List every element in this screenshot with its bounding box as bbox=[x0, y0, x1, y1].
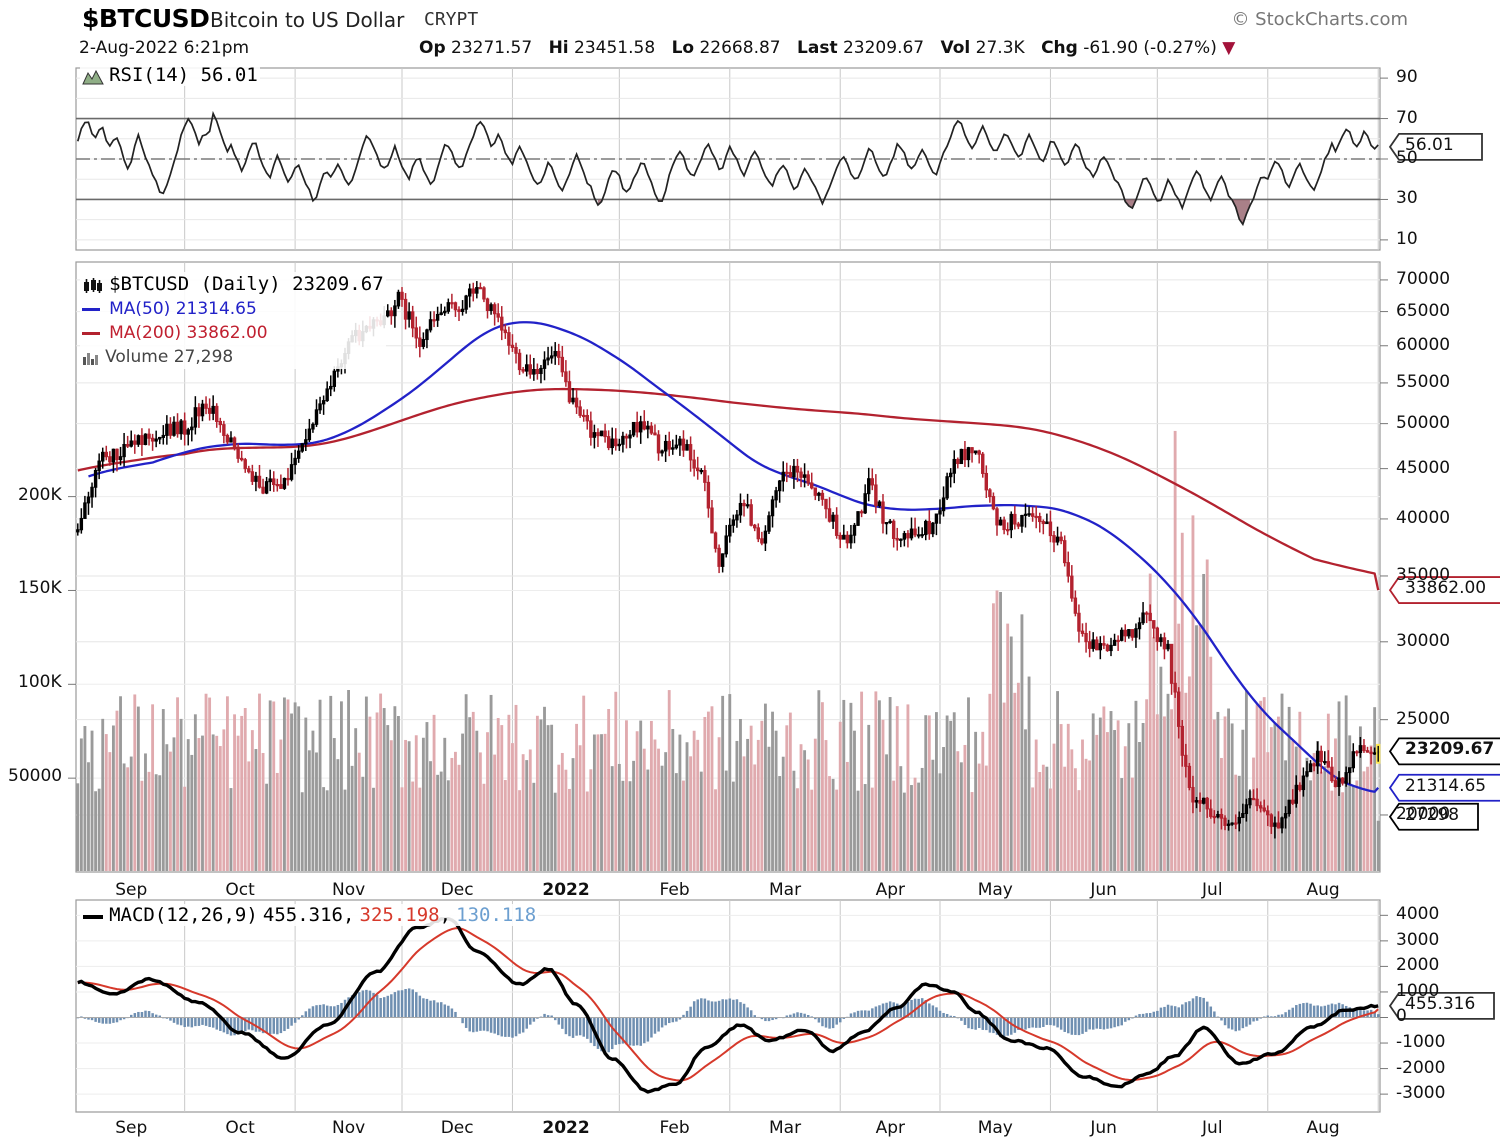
change-down-arrow-icon: ▼ bbox=[1222, 38, 1236, 58]
price-legend-row-title: $BTCUSD (Daily) 23209.67 bbox=[82, 272, 384, 297]
x-axis-label-dec: Dec bbox=[440, 880, 474, 900]
low-value: 22668.87 bbox=[699, 38, 781, 58]
x-axis-label-nov: Nov bbox=[332, 880, 366, 900]
high-value: 23451.58 bbox=[574, 38, 656, 58]
ma50-label: MA(50) 21314.65 bbox=[109, 299, 257, 319]
volume-bars-icon bbox=[82, 351, 100, 365]
x-axis-label-oct: Oct bbox=[225, 1118, 255, 1138]
symbol-ticker: $BTCUSD bbox=[82, 4, 210, 33]
x-axis-label-jul: Jul bbox=[1202, 1118, 1223, 1138]
last-price-tag: 23209.67 bbox=[1405, 739, 1495, 760]
price-legend-title: $BTCUSD (Daily) 23209.67 bbox=[109, 273, 384, 295]
last-value: 23209.67 bbox=[842, 38, 925, 58]
macd-value-tag: 455.316 bbox=[1405, 993, 1476, 1014]
ma50-value-tag: 21314.65 bbox=[1405, 775, 1487, 796]
last-label: Last bbox=[797, 38, 838, 58]
stockcharts-brand: © StockCharts.com bbox=[1231, 9, 1408, 30]
exchange-label: CRYPT bbox=[424, 9, 479, 30]
x-axis-label-sep: Sep bbox=[115, 1118, 148, 1138]
quote-datetime: 2-Aug-2022 6:21pm bbox=[79, 38, 250, 58]
x-axis-label-aug: Aug bbox=[1306, 880, 1340, 900]
price-legend-row-volume: Volume 27,298 bbox=[82, 345, 384, 369]
high-label: Hi bbox=[548, 38, 569, 58]
x-axis-label-jun: Jun bbox=[1090, 880, 1117, 900]
x-axis-label-apr: Apr bbox=[875, 1118, 906, 1138]
candlestick-icon bbox=[82, 277, 104, 294]
chart-header: $BTCUSD Bitcoin to US Dollar CRYPT © Sto… bbox=[0, 0, 1500, 66]
x-axis-label-jun: Jun bbox=[1090, 1118, 1117, 1138]
symbol-name: Bitcoin to US Dollar bbox=[210, 8, 405, 32]
x-axis-label-sep: Sep bbox=[115, 880, 148, 900]
macd-line-icon bbox=[82, 912, 104, 922]
macd-value: 455.316 bbox=[262, 904, 343, 926]
volume-legend-label: Volume 27,298 bbox=[105, 347, 234, 367]
open-label: Op bbox=[419, 38, 446, 58]
macd-signal-value: 325.198 bbox=[359, 904, 440, 926]
ma200-label: MA(200) 33862.00 bbox=[109, 323, 268, 343]
volume-value: 27.3K bbox=[975, 38, 1025, 58]
x-axis-label-mar: Mar bbox=[769, 880, 802, 900]
x-axis-label-jul: Jul bbox=[1202, 880, 1223, 900]
rsi-legend-text: RSI(14) 56.01 bbox=[109, 64, 258, 86]
price-legend-row-ma50: MA(50) 21314.65 bbox=[82, 297, 384, 321]
change-value: -61.90 (-0.27%) bbox=[1083, 38, 1217, 58]
x-axis-label-dec: Dec bbox=[440, 1118, 474, 1138]
x-axis-label-nov: Nov bbox=[332, 1118, 366, 1138]
volume-value-tag: 27298 bbox=[1405, 804, 1460, 825]
price-legend: $BTCUSD (Daily) 23209.67 MA(50) 21314.65… bbox=[80, 272, 386, 369]
x-axis-label-feb: Feb bbox=[659, 1118, 690, 1138]
ma200-value-tag: 33862.00 bbox=[1405, 578, 1487, 599]
volume-label: Vol bbox=[940, 38, 971, 58]
x-axis-label-mar: Mar bbox=[769, 1118, 802, 1138]
x-axis-label-2022: 2022 bbox=[542, 880, 590, 900]
ohlc-quote-row: Op 23271.57 Hi 23451.58 Lo 22668.87 Last… bbox=[419, 38, 1235, 58]
x-axis-label-aug: Aug bbox=[1306, 1118, 1340, 1138]
rsi-mountain-icon bbox=[82, 69, 104, 85]
low-label: Lo bbox=[671, 38, 695, 58]
macd-hist-value: 130.118 bbox=[456, 904, 537, 926]
macd-legend: MACD(12,26,9) 455.316, 325.198, 130.118 bbox=[80, 904, 539, 926]
x-axis-label-feb: Feb bbox=[659, 880, 690, 900]
x-axis-label-may: May bbox=[977, 880, 1013, 900]
x-axis-label-oct: Oct bbox=[225, 880, 255, 900]
macd-legend-name: MACD(12,26,9) bbox=[109, 904, 258, 926]
ma200-color-swatch bbox=[82, 332, 100, 335]
rsi-value-tag: 56.01 bbox=[1405, 134, 1454, 155]
ma50-color-swatch bbox=[82, 308, 100, 311]
x-axis-label-2022: 2022 bbox=[542, 1118, 590, 1138]
price-legend-row-ma200: MA(200) 33862.00 bbox=[82, 321, 384, 345]
x-axis-label-apr: Apr bbox=[875, 880, 906, 900]
open-value: 23271.57 bbox=[451, 38, 533, 58]
x-axis-label-may: May bbox=[977, 1118, 1013, 1138]
rsi-legend: RSI(14) 56.01 bbox=[80, 64, 260, 86]
change-label: Chg bbox=[1041, 38, 1078, 58]
